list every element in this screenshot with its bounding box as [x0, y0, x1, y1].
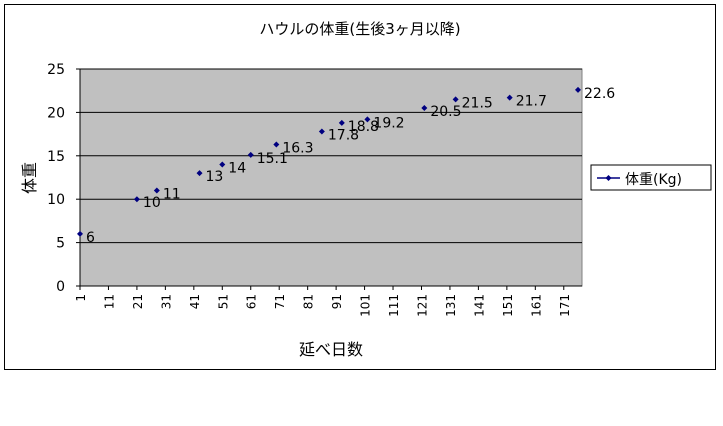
- x-tick-label: 61: [245, 294, 259, 309]
- chart-title: ハウルの体重(生後3ヶ月以降): [259, 20, 460, 38]
- y-tick-label: 0: [56, 279, 65, 295]
- x-tick-label: 31: [159, 294, 173, 309]
- x-tick-label: 11: [102, 294, 116, 309]
- data-label: 20.5: [430, 104, 461, 120]
- x-tick-label: 71: [273, 294, 287, 309]
- y-axis: 0 5 10 15 20 25: [47, 62, 81, 295]
- data-point: [338, 119, 345, 126]
- x-tick-label: 141: [472, 294, 486, 317]
- legend: 体重(Kg): [590, 164, 712, 191]
- y-tick-label: 20: [47, 105, 65, 121]
- x-tick-label: 1: [74, 294, 88, 302]
- data-label: 14: [228, 160, 246, 176]
- data-label: 11: [163, 187, 181, 203]
- data-point: [575, 86, 581, 93]
- data-point: [506, 94, 513, 101]
- data-point: [77, 230, 83, 237]
- x-tick-label: 91: [330, 294, 344, 309]
- legend-marker: [605, 175, 612, 181]
- data-point: [273, 141, 280, 148]
- y-tick-label: 5: [56, 236, 65, 252]
- data-label: 21.7: [516, 94, 547, 110]
- data-point: [133, 196, 140, 203]
- data-point: [364, 116, 371, 123]
- series-points: [77, 86, 581, 237]
- x-tick-label: 131: [444, 294, 458, 317]
- x-tick-label: 151: [501, 294, 515, 317]
- x-tick-label: 41: [188, 294, 202, 309]
- data-label: 18.8: [348, 119, 379, 135]
- y-tick-label: 15: [47, 149, 65, 165]
- data-label: 17.8: [328, 127, 359, 143]
- plot-area: [79, 68, 583, 287]
- y-axis-title: 体重: [20, 162, 39, 194]
- data-point: [196, 170, 203, 177]
- data-label: 22.6: [584, 86, 615, 102]
- data-point: [421, 105, 428, 112]
- data-label: 15.1: [257, 151, 288, 167]
- data-label: 13: [206, 169, 224, 185]
- legend-box: [590, 164, 712, 191]
- data-label: 6: [86, 230, 95, 246]
- x-tick-label: 21: [131, 294, 145, 309]
- data-label: 16.3: [282, 141, 313, 157]
- data-point: [153, 187, 160, 194]
- gridlines: [80, 68, 582, 244]
- x-tick-label: 51: [216, 294, 230, 309]
- x-tick-label: 81: [302, 294, 316, 309]
- data-point: [219, 161, 226, 168]
- data-point: [318, 128, 325, 135]
- x-tick-label: 171: [558, 294, 572, 317]
- y-tick-label: 10: [47, 192, 65, 208]
- x-tick-label: 111: [387, 294, 401, 317]
- x-tick-label: 121: [415, 294, 429, 317]
- data-label: 10: [143, 195, 161, 211]
- x-tick-label: 161: [529, 294, 543, 317]
- legend-label: 体重(Kg): [625, 172, 682, 188]
- x-tick-label: 101: [359, 294, 373, 317]
- data-point: [452, 96, 459, 103]
- x-axis: 1 11 21 31 41 51 61 71 81 91 101 111 121 131 141 151 161…: [74, 285, 582, 317]
- x-axis-title: 延べ日数: [299, 340, 363, 359]
- y-tick-label: 25: [47, 62, 65, 78]
- data-label: 19.2: [373, 115, 404, 131]
- data-label: 21.5: [462, 95, 493, 111]
- data-point: [247, 151, 254, 158]
